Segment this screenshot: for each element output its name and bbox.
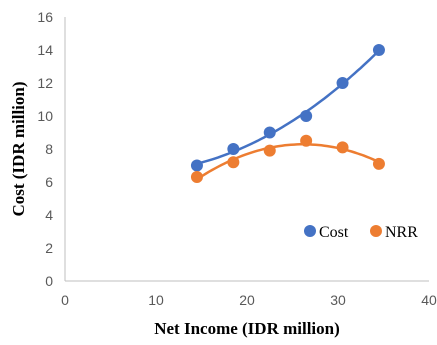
- y-axis-title: Cost (IDR million): [9, 81, 28, 216]
- x-tick-label: 30: [330, 292, 346, 308]
- legend-cost-label: Cost: [319, 224, 349, 241]
- x-axis-title: Net Income (IDR million): [154, 319, 340, 338]
- y-tick-label: 14: [37, 42, 53, 58]
- y-tick-label: 8: [45, 141, 53, 157]
- x-axis-ticks: 0 10 20 30 40: [61, 292, 437, 308]
- data-point-nrr: [372, 157, 385, 170]
- data-point-cost: [190, 159, 203, 172]
- data-point-nrr: [227, 156, 240, 169]
- y-tick-label: 0: [45, 273, 53, 289]
- trendline-nrr: [196, 143, 380, 181]
- data-point-nrr: [263, 144, 276, 157]
- series-layer: [190, 44, 385, 184]
- data-point-cost: [263, 126, 276, 139]
- y-tick-label: 12: [37, 75, 53, 91]
- y-tick-label: 10: [37, 108, 53, 124]
- x-tick-label: 40: [421, 292, 437, 308]
- x-tick-label: 0: [61, 292, 69, 308]
- y-tick-label: 16: [37, 9, 53, 25]
- x-tick-label: 20: [239, 292, 255, 308]
- x-tick-label: 10: [148, 292, 164, 308]
- data-point-cost: [372, 44, 385, 56]
- data-point-nrr: [190, 171, 203, 184]
- legend: Cost NRR: [304, 224, 418, 241]
- trendline-cost: [196, 49, 380, 165]
- legend-cost-marker: [304, 225, 316, 237]
- data-point-cost: [336, 77, 349, 89]
- legend-nrr-marker: [370, 225, 382, 237]
- data-point-nrr: [300, 134, 313, 147]
- series-cost: [190, 44, 385, 172]
- y-tick-label: 6: [45, 174, 53, 190]
- data-point-nrr: [336, 141, 349, 154]
- data-point-cost: [227, 143, 240, 155]
- y-axis-ticks: 0 2 4 6 8 10 12 14 16: [37, 9, 53, 289]
- y-tick-label: 4: [45, 207, 53, 223]
- series-nrr: [190, 134, 385, 184]
- legend-nrr-label: NRR: [385, 224, 418, 241]
- y-tick-label: 2: [45, 240, 53, 256]
- data-point-cost: [300, 110, 313, 122]
